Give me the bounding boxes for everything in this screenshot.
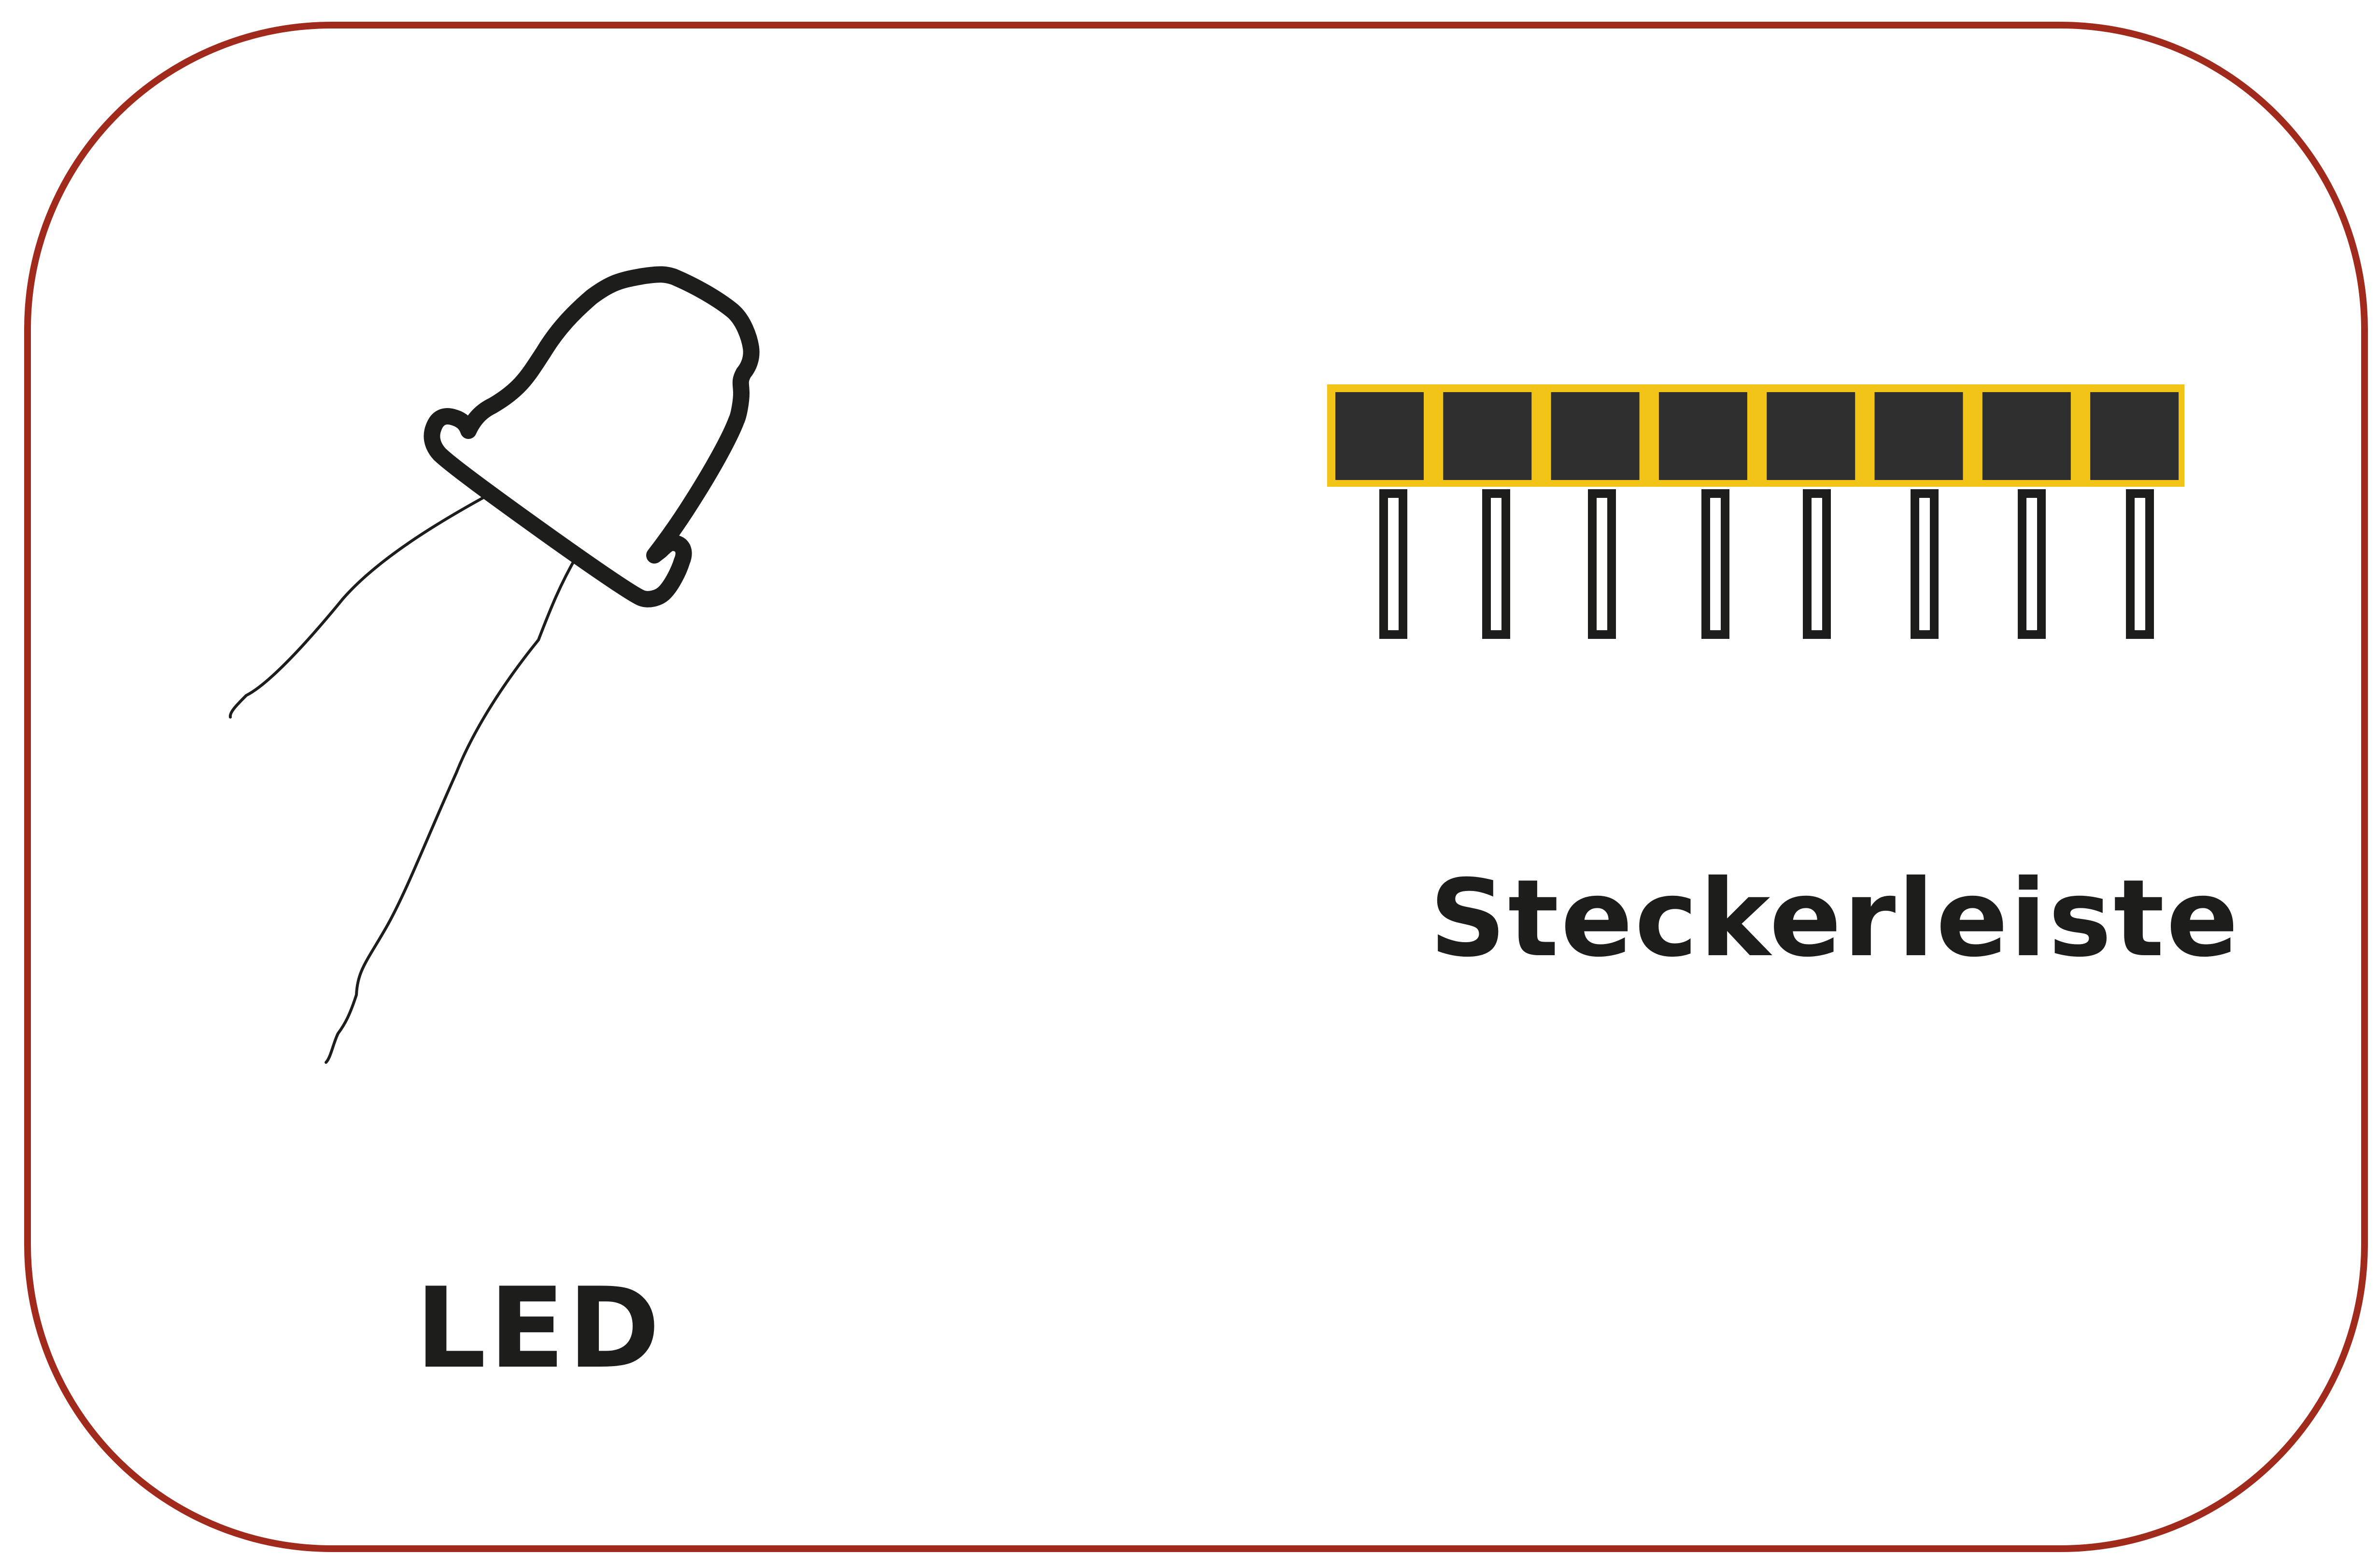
header-socket bbox=[1551, 392, 1640, 480]
header-pin bbox=[1588, 489, 1616, 639]
led-leg-short bbox=[325, 554, 579, 1064]
header-pin bbox=[2018, 489, 2046, 639]
led-leg-long bbox=[228, 491, 494, 719]
header-sockets bbox=[1335, 392, 2179, 480]
led-label: LED bbox=[415, 1264, 663, 1393]
header-pin bbox=[1701, 489, 1729, 639]
header-socket bbox=[2090, 392, 2179, 480]
card-frame bbox=[24, 22, 2368, 1552]
header-pin bbox=[1379, 489, 1407, 639]
header-socket bbox=[1335, 392, 1424, 480]
header-pin bbox=[2126, 489, 2154, 639]
header-socket bbox=[1767, 392, 1855, 480]
header-pin bbox=[1911, 489, 1939, 639]
header-pin bbox=[1803, 489, 1831, 639]
header-label: Steckerleiste bbox=[1430, 857, 2240, 980]
header-socket bbox=[1874, 392, 1963, 480]
header-socket bbox=[1982, 392, 2071, 480]
led-bulb bbox=[424, 266, 760, 607]
led-icon bbox=[228, 266, 760, 1064]
header-pins bbox=[1379, 489, 2154, 639]
header-socket bbox=[1443, 392, 1532, 480]
header-socket bbox=[1658, 392, 1747, 480]
pin-header-icon bbox=[1327, 384, 2184, 639]
header-pin bbox=[1482, 489, 1510, 639]
